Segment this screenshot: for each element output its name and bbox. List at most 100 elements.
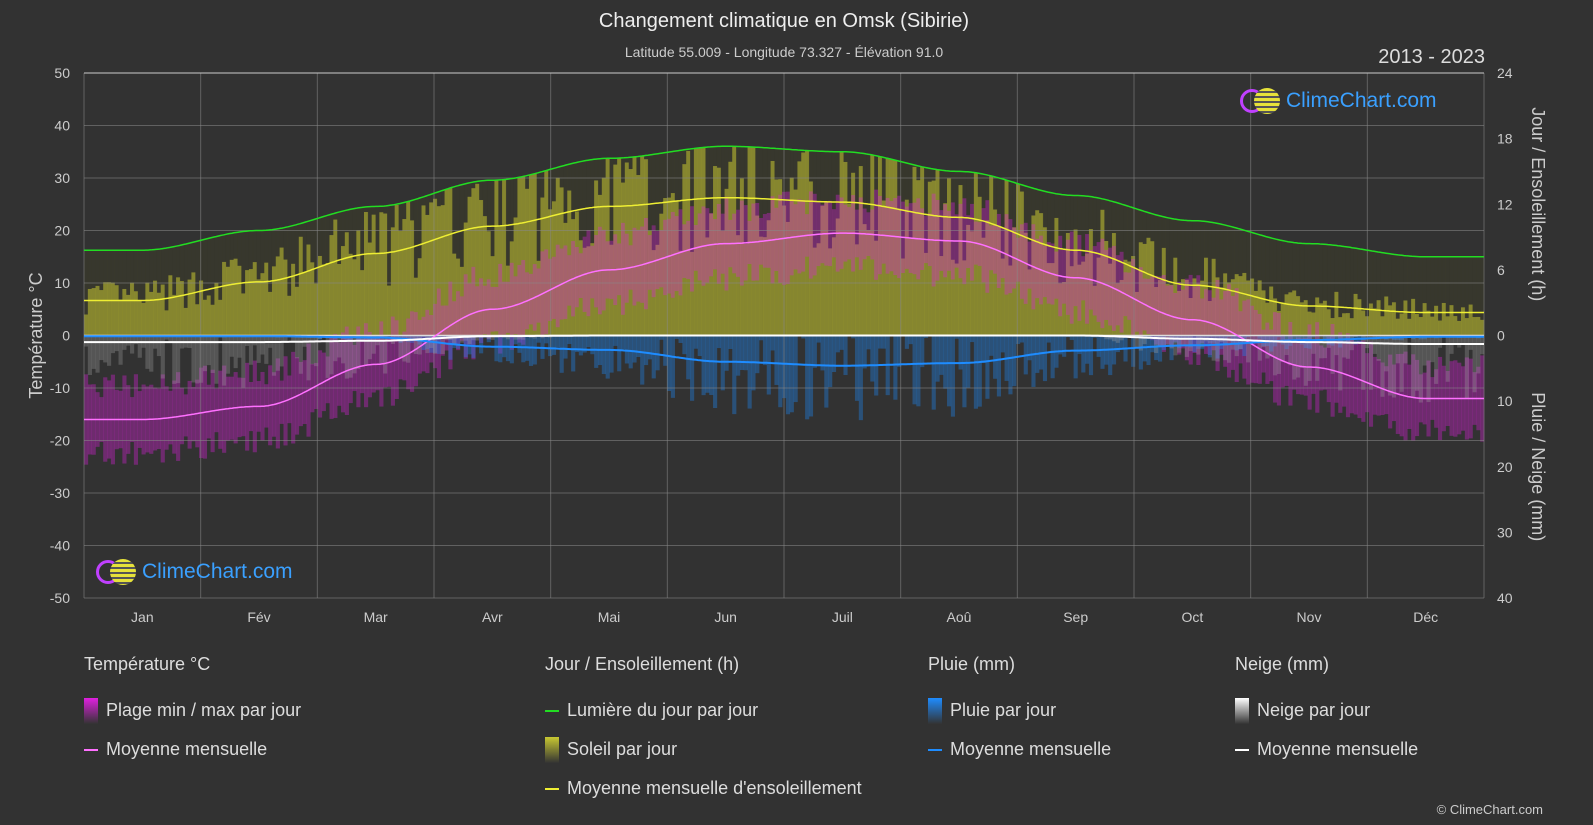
- sunshine-bar: [425, 214, 430, 336]
- snow-bar: [333, 335, 338, 362]
- rain-bar: [1077, 335, 1082, 355]
- legend-item: Plage min / max par jour: [84, 691, 301, 730]
- snow-bar: [1384, 335, 1389, 372]
- daylight-bar: [1177, 219, 1182, 336]
- y-tick-label-right-hours: 12: [1497, 196, 1513, 212]
- snow-bar: [364, 335, 369, 366]
- sunshine-bar: [670, 193, 675, 336]
- rain-bar: [1334, 335, 1339, 338]
- sunshine-bar: [1380, 316, 1385, 336]
- daylight-bar: [1288, 242, 1293, 336]
- daylight-bar: [314, 218, 319, 336]
- daylight-bar: [206, 238, 211, 336]
- sunshine-bar: [1065, 232, 1071, 336]
- rain-bar: [877, 335, 883, 349]
- sunshine-bar: [1242, 272, 1247, 336]
- sunshine-bar: [847, 203, 852, 336]
- daylight-bar: [156, 249, 162, 336]
- logo-bottom[interactable]: ClimeChart.com: [96, 559, 293, 585]
- sunshine-bar: [713, 166, 718, 336]
- daylight-bar: [210, 237, 215, 336]
- sunshine-bar: [333, 219, 338, 336]
- daylight-bar: [1188, 220, 1193, 336]
- sunshine-bar: [141, 302, 146, 336]
- sunshine-bar: [993, 209, 998, 336]
- sunshine-bar: [759, 236, 764, 336]
- y-tick-label-right-precip: 10: [1497, 393, 1513, 409]
- snow-bar: [298, 335, 303, 374]
- sunshine-bar: [766, 220, 771, 336]
- sunshine-bar: [348, 253, 353, 336]
- sunshine-bar: [1246, 280, 1251, 336]
- snow-bar: [1372, 335, 1377, 354]
- rain-bar: [793, 335, 798, 403]
- snow-bar: [130, 335, 135, 354]
- sunshine-bar: [904, 199, 909, 336]
- sunshine-bar: [1150, 241, 1155, 336]
- rain-bar: [413, 335, 418, 339]
- sunshine-bar: [1434, 305, 1439, 336]
- daylight-bar: [1200, 221, 1205, 336]
- rain-bar: [950, 335, 955, 417]
- sunshine-bar: [168, 275, 173, 336]
- legend-item: Moyenne mensuelle: [84, 730, 301, 769]
- rain-bar: [590, 335, 595, 355]
- rain-bar: [812, 335, 817, 368]
- sunshine-bar: [555, 177, 560, 336]
- sunshine-bar: [387, 285, 392, 336]
- x-tick-label: Juil: [832, 609, 853, 625]
- sunshine-bar: [402, 219, 407, 336]
- snow-bar: [1368, 335, 1374, 390]
- sunshine-bar: [475, 183, 480, 336]
- snow-bar: [1157, 335, 1163, 347]
- daylight-bar: [1219, 224, 1224, 336]
- sunshine-bar: [137, 300, 142, 336]
- rain-bar: [1169, 335, 1174, 361]
- snow-bar: [172, 335, 177, 384]
- snow-bar: [1273, 335, 1278, 376]
- sunshine-bar: [1414, 314, 1420, 336]
- sunshine-bar: [1269, 286, 1274, 336]
- logo-top[interactable]: ClimeChart.com: [1240, 88, 1437, 114]
- rain-bar: [854, 335, 860, 401]
- sunshine-bar: [889, 159, 894, 336]
- sunshine-bar: [302, 272, 307, 336]
- sunshine-bar: [1422, 303, 1427, 336]
- rain-bar: [747, 335, 752, 409]
- sunshine-bar: [966, 224, 971, 336]
- daylight-bar: [1330, 245, 1335, 336]
- sunshine-bar: [1238, 276, 1243, 336]
- daylight-bar: [950, 171, 955, 336]
- rain-bar: [939, 335, 944, 375]
- snow-bar: [1388, 335, 1393, 396]
- daylight-bar: [1453, 256, 1458, 336]
- sunshine-bar: [728, 161, 733, 336]
- sunshine-bar: [1322, 300, 1328, 336]
- sunshine-bar: [1296, 296, 1301, 336]
- x-tick-label: Jan: [131, 609, 154, 625]
- logo-sun-icon: [110, 559, 136, 585]
- rain-bar: [444, 335, 449, 338]
- x-tick-label: Sep: [1063, 609, 1088, 625]
- snow-bar: [156, 335, 162, 357]
- sunshine-bar: [1353, 293, 1358, 336]
- rain-bar: [966, 335, 971, 388]
- sunshine-bar: [1391, 302, 1397, 336]
- daylight-bar: [1115, 202, 1120, 336]
- sunshine-bar: [1134, 291, 1140, 336]
- snow-bar: [271, 335, 277, 376]
- sunshine-bar: [597, 194, 603, 336]
- rain-bar: [563, 335, 568, 359]
- snow-bar: [118, 335, 123, 365]
- snow-bar: [1345, 335, 1351, 359]
- legend-heading: Pluie (mm): [928, 654, 1016, 674]
- rain-bar: [835, 335, 840, 353]
- sunshine-bar: [1019, 191, 1025, 336]
- sunshine-bar: [1008, 265, 1013, 336]
- sunshine-bar: [1108, 263, 1113, 336]
- sunshine-bar: [160, 284, 165, 336]
- sunshine-bar: [1146, 237, 1151, 336]
- y-tick-label-left: 40: [54, 118, 70, 134]
- sunshine-bar: [789, 177, 794, 336]
- daylight-bar: [1092, 197, 1097, 336]
